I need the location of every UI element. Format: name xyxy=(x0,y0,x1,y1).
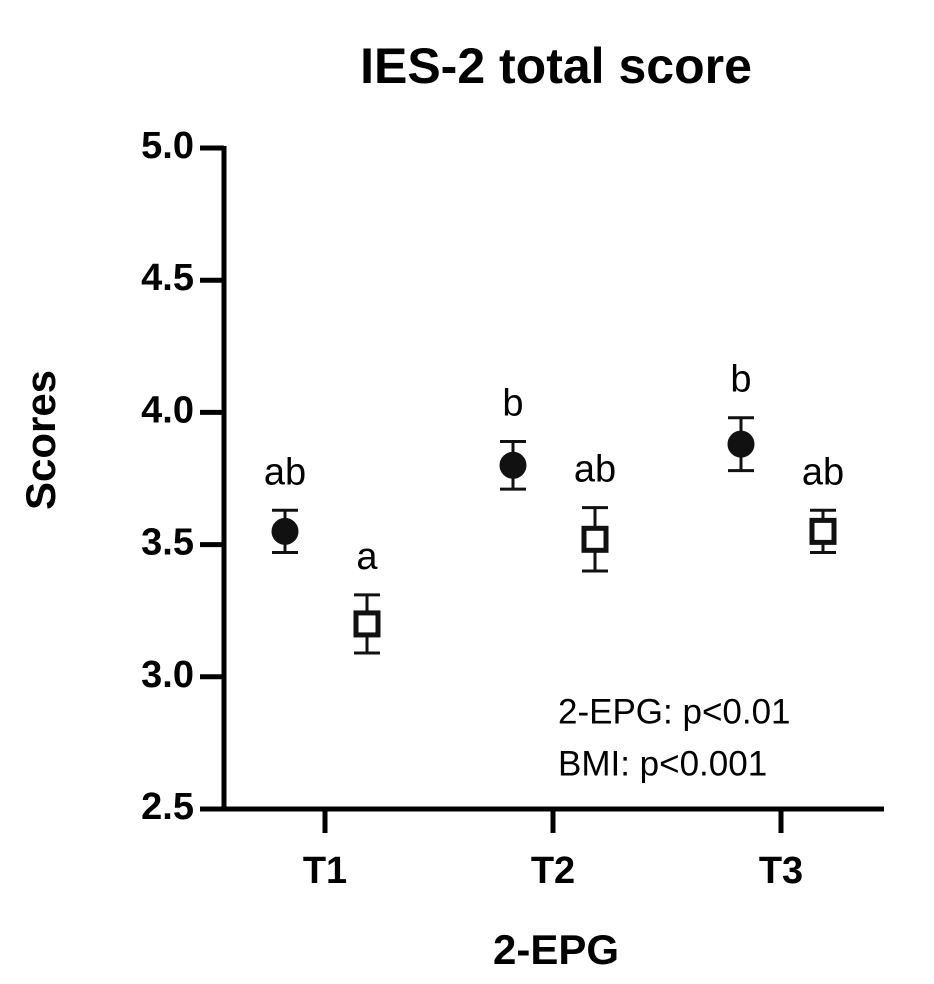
y-tick-label: 5.0 xyxy=(141,125,194,167)
x-tick-label: T1 xyxy=(303,850,347,892)
point xyxy=(271,517,299,545)
point-label: b xyxy=(730,359,751,401)
point-label: ab xyxy=(802,451,844,493)
point-label: a xyxy=(356,536,378,578)
point xyxy=(581,525,609,553)
point xyxy=(499,451,527,479)
y-tick-label: 2.5 xyxy=(141,786,194,828)
point-label: ab xyxy=(574,449,616,491)
y-tick-label: 4.5 xyxy=(141,257,194,299)
annotation: BMI: p<0.001 xyxy=(558,744,767,783)
y-tick-label: 3.0 xyxy=(141,654,194,696)
point-label: b xyxy=(502,383,523,425)
annotation: 2-EPG: p<0.01 xyxy=(558,692,791,731)
chart-title: IES-2 total score xyxy=(360,38,752,94)
x-axis-title: 2-EPG xyxy=(493,926,619,973)
y-tick-label: 4.0 xyxy=(141,389,194,431)
y-axis-title: Scores xyxy=(17,370,64,510)
x-tick-label: T3 xyxy=(759,850,803,892)
point xyxy=(809,517,837,545)
x-tick-label: T2 xyxy=(531,850,575,892)
point xyxy=(353,610,381,638)
point-label: ab xyxy=(264,451,306,493)
point xyxy=(727,430,755,458)
y-tick-label: 3.5 xyxy=(141,522,194,564)
